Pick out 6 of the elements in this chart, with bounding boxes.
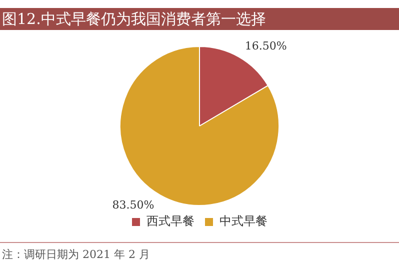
chart-title: 图12.中式早餐仍为我国消费者第一选择 <box>0 8 399 30</box>
text: 注：调研日期为 2021 年 2 月 <box>2 247 151 262</box>
legend-label: 西式早餐 <box>146 214 194 228</box>
data-label: 16.50% <box>244 39 287 52</box>
data-label: 83.50% <box>112 198 154 212</box>
legend-label: 中式早餐 <box>220 214 268 228</box>
